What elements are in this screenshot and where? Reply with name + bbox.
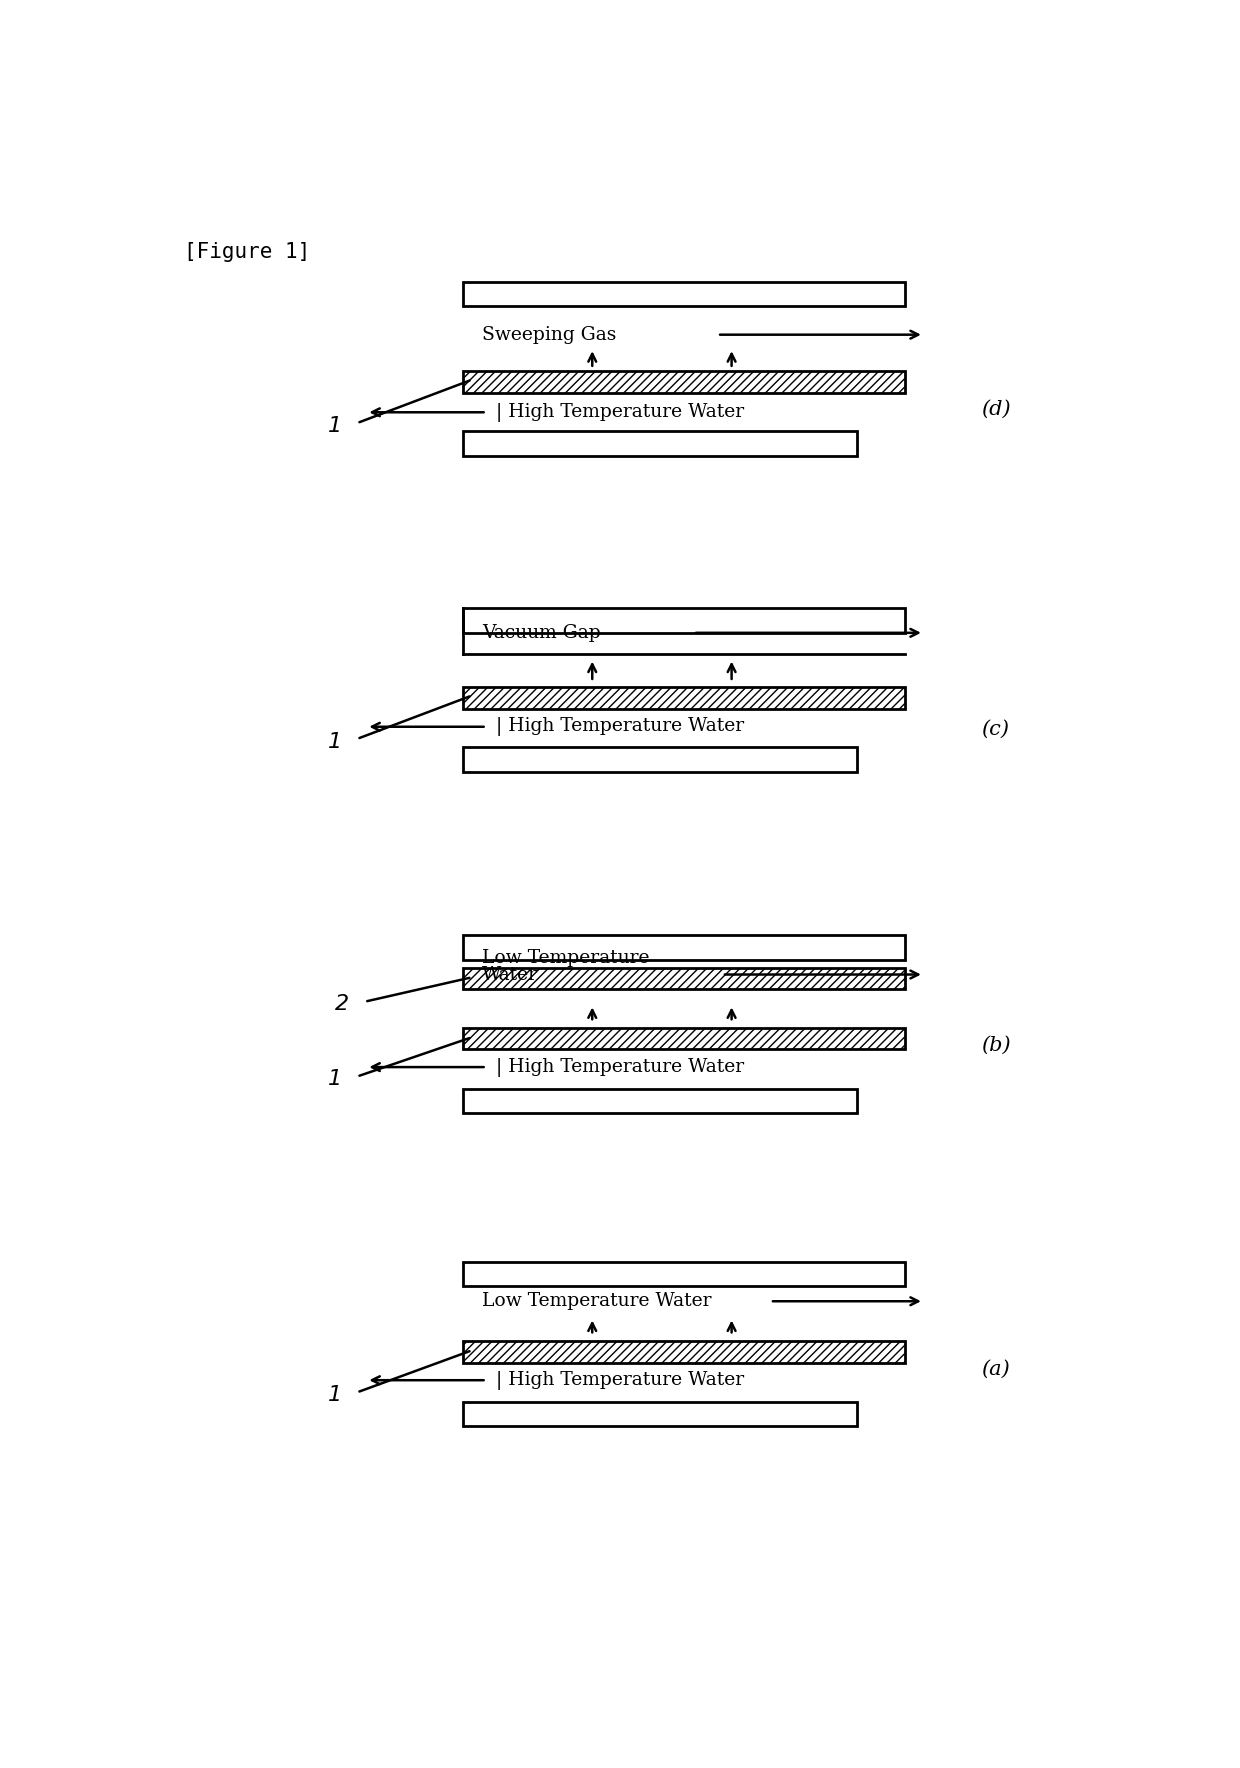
- Bar: [463, 431, 857, 456]
- Text: [Figure 1]: [Figure 1]: [184, 242, 310, 262]
- Bar: [463, 1402, 857, 1427]
- Text: | High Temperature Water: | High Temperature Water: [496, 403, 744, 423]
- Text: (c): (c): [982, 720, 1009, 739]
- Bar: [463, 608, 904, 633]
- Text: (d): (d): [982, 400, 1011, 419]
- Text: 1: 1: [329, 415, 342, 437]
- Bar: [463, 1027, 904, 1050]
- Text: 1: 1: [329, 1070, 342, 1089]
- Bar: [463, 1262, 904, 1287]
- Text: Low Temperature: Low Temperature: [481, 949, 650, 967]
- Text: 2: 2: [335, 994, 350, 1015]
- Bar: [463, 935, 904, 960]
- Text: Vacuum Gap: Vacuum Gap: [481, 624, 600, 642]
- Text: (a): (a): [982, 1360, 1011, 1379]
- Text: 1: 1: [329, 1384, 342, 1406]
- Bar: [463, 1340, 904, 1363]
- Text: | High Temperature Water: | High Temperature Water: [496, 1057, 744, 1077]
- Text: Low Temperature Water: Low Temperature Water: [481, 1292, 712, 1310]
- Bar: [463, 688, 904, 709]
- Bar: [463, 1089, 857, 1114]
- Bar: [463, 748, 857, 771]
- Text: | High Temperature Water: | High Temperature Water: [496, 718, 744, 735]
- Bar: [463, 967, 904, 990]
- Text: Water: Water: [481, 965, 538, 983]
- Bar: [463, 281, 904, 306]
- Text: 1: 1: [329, 732, 342, 751]
- Text: | High Temperature Water: | High Temperature Water: [496, 1370, 744, 1390]
- Text: Sweeping Gas: Sweeping Gas: [481, 325, 616, 343]
- Text: (b): (b): [982, 1036, 1011, 1055]
- Bar: [463, 371, 904, 392]
